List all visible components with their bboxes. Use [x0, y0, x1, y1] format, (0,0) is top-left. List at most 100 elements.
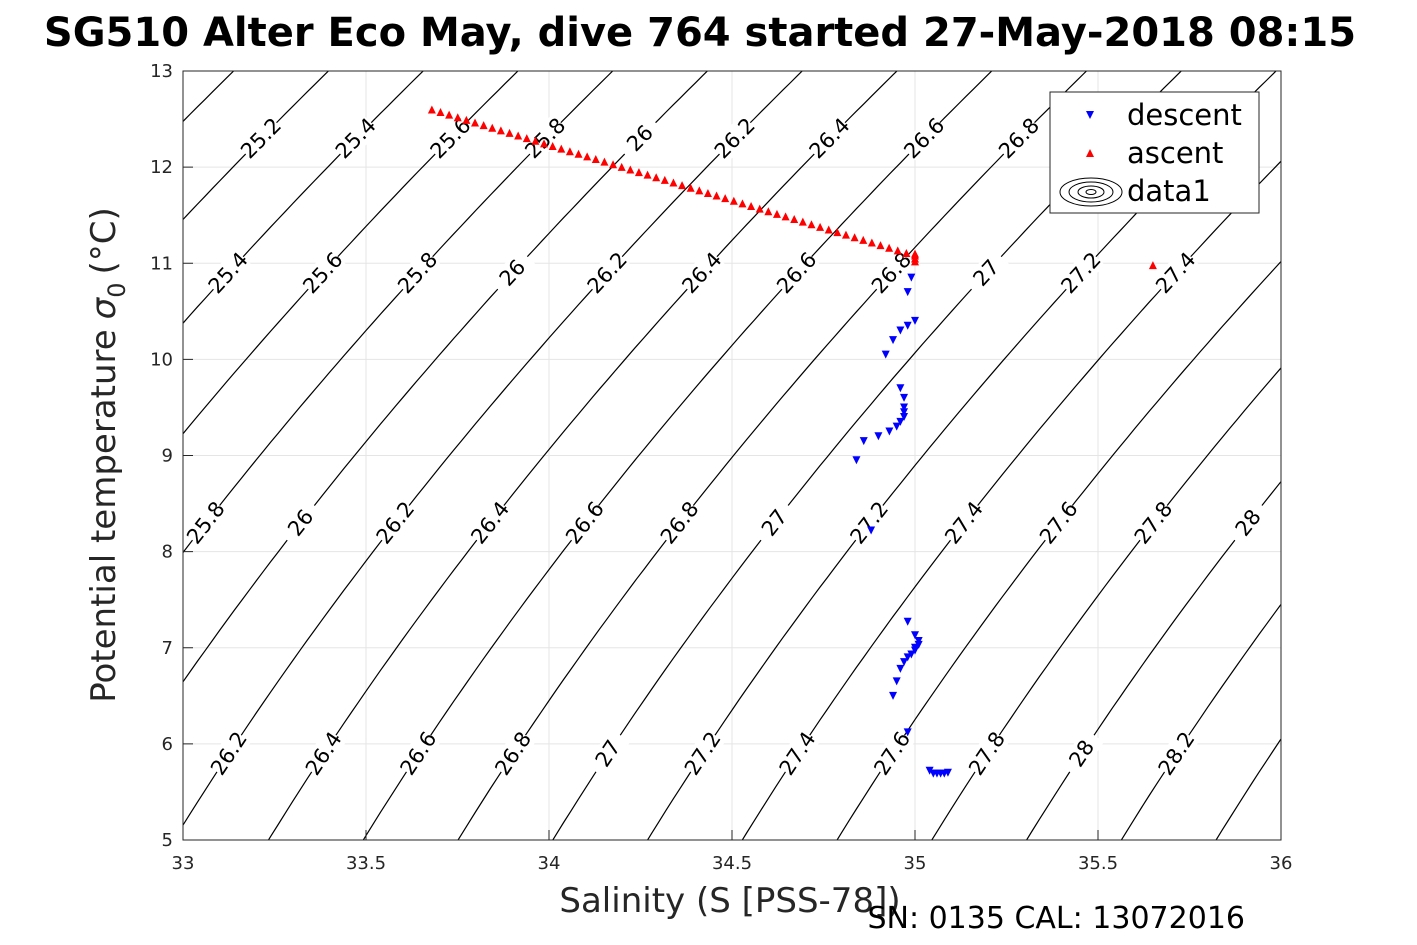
ascent-point	[643, 170, 652, 179]
descent-point	[885, 427, 894, 436]
ascent-point	[859, 235, 868, 244]
ascent-point	[660, 175, 669, 184]
contour-label-bg	[1059, 728, 1105, 779]
contour-label-bg	[491, 728, 536, 779]
legend-contour-marker	[1059, 177, 1123, 207]
contour-label-bg	[206, 728, 252, 779]
descent-point	[903, 617, 912, 626]
ascent-point	[747, 201, 756, 210]
descent-point	[852, 456, 861, 465]
ascent-point	[893, 246, 902, 255]
contour-label-bg	[182, 498, 230, 548]
ascent-point	[471, 118, 480, 127]
legend-ascent-marker	[1086, 149, 1094, 157]
ascent-point	[669, 178, 678, 187]
y-axis-title: Potential temperature σ0 (°C)	[84, 207, 131, 703]
ascent-point	[427, 105, 436, 114]
ascent-point	[850, 233, 859, 242]
ascent-point	[876, 241, 885, 250]
contour-label-bg	[1035, 498, 1082, 548]
ascent-point	[721, 194, 730, 203]
contour-label-bg	[277, 498, 324, 548]
ascent-point	[911, 257, 919, 266]
contour-label-bg	[583, 248, 631, 298]
ascent-point	[617, 162, 626, 171]
contour-label-bg	[396, 728, 441, 779]
y-axis-subscript: 0	[103, 282, 131, 297]
descent-point	[903, 653, 912, 662]
y-tick-label: 11	[150, 253, 173, 274]
density-contour-line	[183, 71, 519, 435]
contour-label-bg	[204, 248, 252, 298]
legend-descent-label: descent	[1127, 98, 1242, 132]
ascent-point	[479, 121, 488, 130]
x-tick-label: 33	[172, 853, 195, 874]
contour-label-bg	[467, 498, 514, 548]
density-contour-line	[931, 367, 1281, 840]
ascent-point	[600, 157, 609, 166]
y-tick-label: 9	[162, 446, 173, 467]
contour-label-bg	[870, 728, 915, 779]
contour-label-bg	[1152, 248, 1200, 298]
contour-label-bg	[1057, 248, 1105, 298]
contour-label-bg	[751, 498, 798, 548]
ascent-point	[574, 149, 583, 158]
ascent-point	[591, 155, 600, 164]
y-axis-unit: (°C)	[84, 207, 124, 274]
ascent-point	[609, 160, 618, 169]
ascent-point	[841, 230, 850, 239]
contour-label-bg	[900, 114, 949, 163]
descent-point	[903, 321, 912, 330]
ascent-point	[557, 144, 566, 153]
y-axis-symbol: σ	[84, 296, 124, 319]
ascent-point	[798, 217, 807, 226]
ascent-point	[772, 209, 781, 218]
ascent-point	[1148, 261, 1157, 270]
contour-label-bg	[331, 114, 380, 163]
x-tick-label: 36	[1270, 853, 1293, 874]
x-tick-label: 34	[538, 853, 561, 874]
contour-label-bg	[237, 114, 286, 163]
descent-point	[903, 288, 912, 297]
ascent-point	[902, 248, 911, 257]
x-tick-label: 34.5	[712, 853, 752, 874]
contour-label-bg	[372, 498, 419, 548]
descent-point	[859, 437, 868, 446]
ascent-point	[824, 225, 833, 234]
contour-label-bg	[616, 114, 665, 163]
ascent-point	[462, 115, 471, 124]
descent-point	[900, 403, 909, 412]
ascent-point	[488, 123, 497, 132]
ascent-point	[540, 139, 549, 148]
descent-point	[896, 417, 905, 426]
contour-label-bg	[299, 248, 347, 298]
contour-label-bg	[394, 248, 442, 298]
ascent-point	[807, 220, 816, 229]
x-tick-label: 33.5	[346, 853, 386, 874]
footer-serial: SN: 0135 CAL: 13072016	[867, 901, 1245, 936]
contour-label-bg	[964, 728, 1010, 779]
y-axis-ticks: 5 6 7 8 9 10 11 12 13	[150, 61, 193, 851]
y-tick-label: 6	[162, 734, 173, 755]
descent-point	[881, 350, 890, 359]
descent-point	[892, 677, 901, 686]
legend-box	[1049, 91, 1260, 214]
ascent-point	[531, 136, 540, 145]
data-points	[427, 105, 1157, 778]
ascent-point	[911, 249, 919, 258]
chart-title: SG510 Alter Eco May, dive 764 started 27…	[44, 10, 1356, 56]
descent-point	[903, 728, 912, 737]
ascent-point	[626, 165, 635, 174]
ascent-point	[453, 113, 462, 122]
contour-label-bg	[1225, 498, 1272, 548]
density-contour-line	[1215, 738, 1281, 840]
descent-point	[907, 273, 916, 282]
ascent-point	[496, 126, 505, 135]
contour-label-bg	[521, 114, 570, 163]
ascent-point	[634, 168, 643, 177]
ascent-point	[867, 238, 876, 247]
descent-point	[907, 650, 916, 659]
contour-label-bg	[426, 114, 475, 163]
ascent-point	[790, 215, 799, 224]
ascent-point	[505, 128, 514, 137]
